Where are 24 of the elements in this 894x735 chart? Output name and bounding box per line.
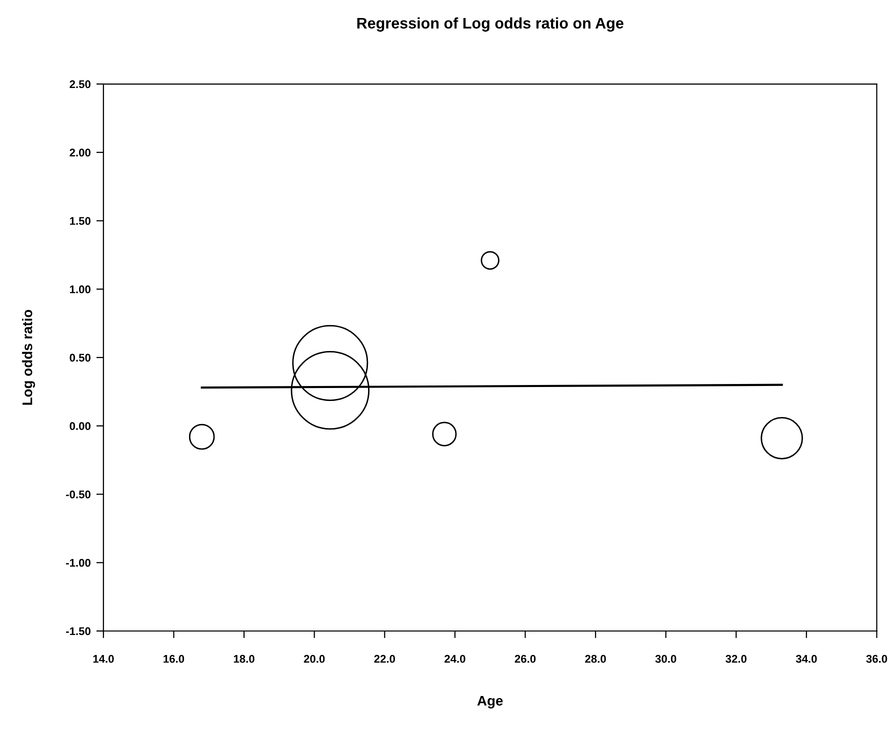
y-tick-label: 2.50	[70, 80, 90, 88]
x-tick-label: 34.0	[796, 654, 817, 663]
x-tick-label: 28.0	[585, 654, 606, 663]
y-tick-label: -0.50	[66, 490, 90, 498]
x-tick-label: 32.0	[726, 654, 746, 663]
y-tick-label: 1.50	[70, 217, 90, 225]
x-tick-label: 26.0	[514, 654, 536, 663]
y-axis-title: Log odds ratio	[22, 310, 36, 405]
x-tick-label: 22.0	[374, 654, 395, 663]
y-tick-label: -1.50	[66, 627, 90, 636]
x-tick-label: 30.0	[655, 654, 676, 663]
y-tick-label: 2.00	[70, 148, 90, 157]
x-tick-label: 20.0	[304, 654, 325, 663]
x-tick-label: 18.0	[234, 654, 254, 663]
chart-title: Regression of Log odds ratio on Age	[357, 17, 624, 32]
x-tick-label: 14.0	[93, 654, 114, 663]
y-tick-label: 0.00	[70, 422, 90, 430]
x-tick-label: 16.0	[164, 654, 184, 663]
x-axis-title: Age	[477, 696, 503, 708]
y-tick-label: 0.50	[70, 354, 90, 362]
x-tick-label: 24.0	[444, 654, 466, 663]
y-tick-label: -1.00	[66, 558, 90, 567]
y-tick-label: 1.00	[70, 285, 90, 294]
x-tick-label: 36.0	[866, 654, 888, 663]
